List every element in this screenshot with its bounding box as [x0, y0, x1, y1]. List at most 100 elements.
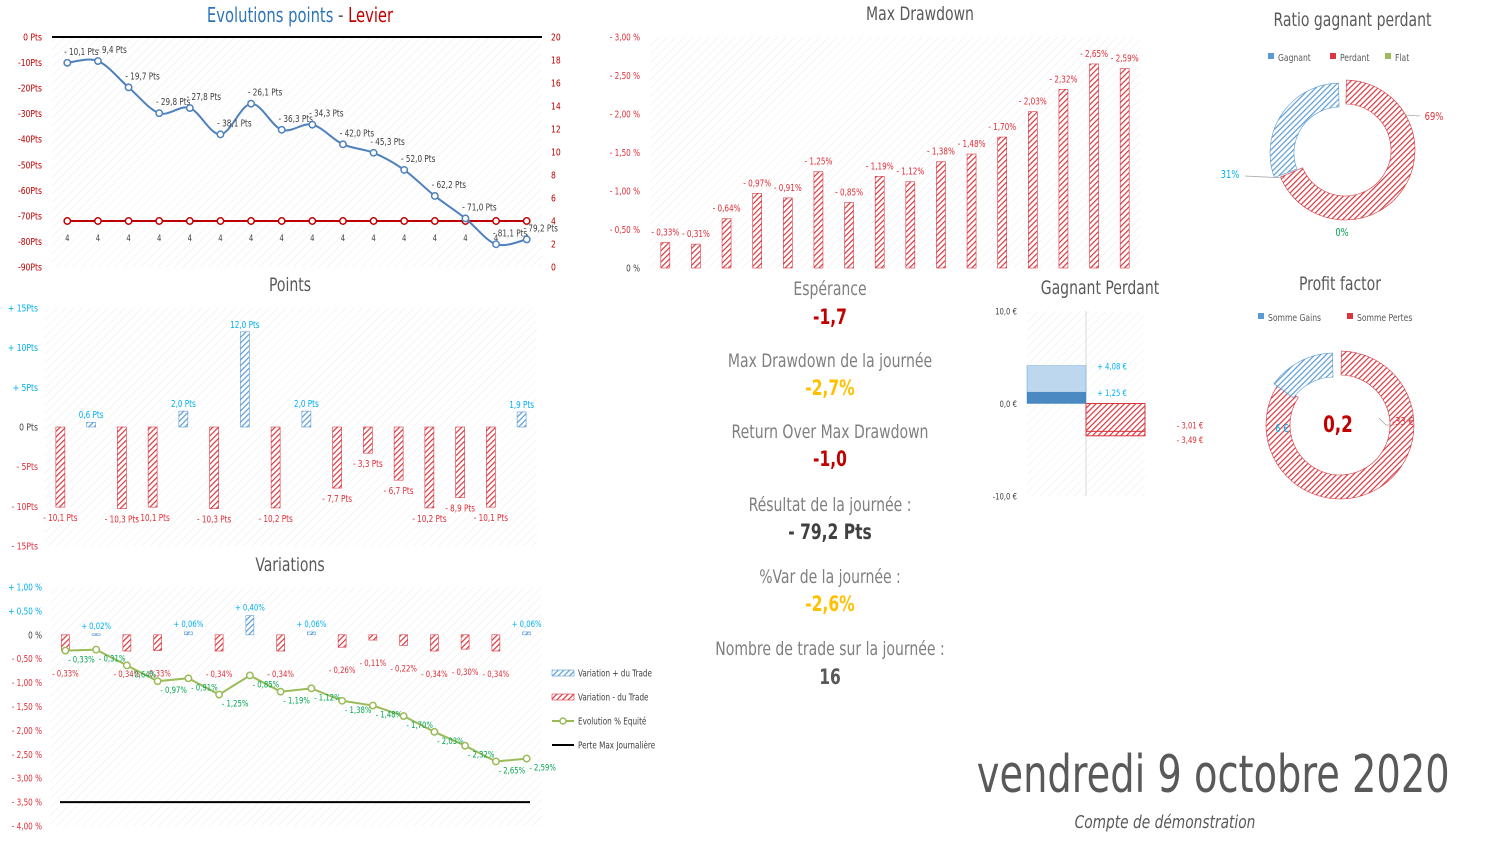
points-bar-label: - 7,7 Pts	[322, 495, 352, 506]
legend-swatch-negative	[551, 693, 575, 701]
evolution-y-tick: -70Pts	[18, 211, 42, 223]
points-bar	[55, 426, 66, 508]
equity-label: - 1,25%	[222, 698, 249, 709]
variation-bar-label: - 0,11%	[360, 657, 387, 668]
variation-bar	[460, 634, 470, 650]
variations-plot-bg	[50, 587, 542, 826]
points-evolution-point	[492, 240, 501, 249]
drawdown-bar-label: - 2,59%	[1111, 54, 1139, 65]
profit-label-pertes: -33 €	[1392, 416, 1414, 428]
drawdown-bar	[874, 176, 885, 269]
variation-bar-label: + 0,06%	[173, 618, 203, 629]
day-result-value: - 79,2 Pts	[788, 520, 872, 544]
variation-bar	[245, 615, 255, 636]
equity-label: - 0,31%	[99, 653, 126, 664]
points-y-tick: 0 Pts	[19, 422, 38, 434]
ratio-legend-label: Flat	[1395, 52, 1410, 64]
levier-label: 4	[402, 232, 407, 243]
ratio-label-perdant: 69%	[1425, 111, 1444, 123]
points-bar	[332, 426, 342, 489]
points-y-tick: + 10Pts	[8, 343, 38, 355]
equity-point	[461, 741, 470, 750]
equity-point	[61, 646, 70, 655]
drawdown-bar	[966, 153, 977, 269]
profit-legend-swatch	[1347, 313, 1353, 319]
levier-point	[63, 217, 72, 225]
equity-point	[153, 677, 162, 686]
esperance-label: Espérance	[793, 278, 867, 300]
variation-bar-label: - 0,26%	[329, 665, 356, 676]
gain-total-label: + 4,08 €	[1097, 361, 1127, 372]
equity-label: - 1,48%	[376, 709, 403, 720]
points-bar-label: 12,0 Pts	[230, 320, 259, 331]
drawdown-y-tick: - 0,50 %	[610, 225, 641, 236]
variation-bar	[337, 634, 347, 648]
equity-label: - 1,19%	[283, 695, 310, 706]
points-bar	[424, 426, 435, 509]
points-bar-label: - 10,2 Pts	[258, 514, 292, 525]
ratio-donut-chart: Gagnant Perdant Flat 31% 69% 0%	[1221, 52, 1444, 239]
max-drawdown-day-value: -2,7%	[805, 376, 855, 400]
points-bar	[455, 426, 465, 498]
points-evolution-point	[93, 57, 102, 65]
drawdown-bar	[1089, 63, 1099, 269]
points-bar-label: 2,0 Pts	[294, 400, 319, 411]
points-bar-label: - 10,1 Pts	[474, 514, 508, 525]
equity-label: - 0,91%	[191, 682, 218, 693]
legend-swatch-positive	[551, 669, 575, 677]
profit-legend-label: Somme Gains	[1268, 312, 1321, 324]
variations-y-tick: + 1,00 %	[8, 583, 42, 594]
levier-point	[93, 217, 102, 225]
drawdown-bar	[752, 193, 762, 269]
evolution-y2-tick: 16	[551, 78, 561, 90]
drawdown-bar-label: - 1,25%	[804, 157, 832, 168]
points-bar-label: 1,9 Pts	[509, 400, 534, 411]
points-evolution-point	[522, 235, 531, 244]
ratio-slice-gagnant	[1269, 82, 1340, 178]
levier-point	[400, 217, 409, 225]
drawdown-bar	[813, 171, 824, 269]
drawdown-bar	[783, 197, 793, 269]
evolution-y-tick: -10Pts	[18, 57, 42, 69]
evolution-plot-bg	[52, 37, 542, 267]
profit-slice-pertes	[1265, 350, 1415, 500]
gain-avg-bar	[1027, 391, 1086, 404]
points-y-tick: + 15Pts	[8, 303, 38, 315]
drawdown-bar-label: - 2,32%	[1049, 75, 1077, 86]
drawdown-bar	[1058, 89, 1069, 269]
trade-count-value: 16	[819, 665, 841, 689]
drawdown-bar-label: - 0,97%	[743, 179, 771, 190]
equity-point	[522, 754, 531, 763]
variation-bar	[368, 634, 378, 641]
ratio-legend-label: Perdant	[1340, 52, 1370, 64]
variations-y-tick: - 3,00 %	[12, 774, 43, 785]
evolution-y2-tick: 14	[551, 101, 561, 113]
points-evolution-label: - 10,1 Pts	[64, 47, 98, 58]
drawdown-y-tick: - 2,00 %	[610, 110, 641, 121]
equity-line	[65, 648, 527, 763]
drawdown-bar	[905, 181, 916, 269]
points-evolution-label: - 9,4 Pts	[97, 45, 127, 56]
points-evolution-label: - 26,1 Pts	[248, 88, 282, 99]
levier-point	[185, 217, 194, 225]
points-evolution-label: - 45,3 Pts	[370, 137, 404, 148]
variations-y-tick: - 2,50 %	[12, 750, 43, 761]
ratio-leader-gagnant	[1244, 175, 1286, 179]
points-evolution-label: - 62,2 Pts	[432, 180, 466, 191]
equity-label: - 2,32%	[468, 749, 495, 760]
profit-slice-gains	[1273, 352, 1334, 399]
points-evolution-point	[461, 214, 470, 223]
evolution-y-tick: -90Pts	[18, 262, 42, 274]
evolution-y2-tick: 6	[551, 193, 556, 205]
drawdown-bar-label: - 1,48%	[958, 139, 986, 150]
points-evolution-point	[277, 125, 286, 134]
points-chart: + 15Pts + 10Pts + 5Pts 0 Pts - 5Pts - 10Pts - …	[8, 303, 537, 553]
drawdown-bar	[721, 218, 732, 269]
levier-point	[124, 217, 133, 225]
ratio-legend-swatch	[1330, 53, 1336, 59]
levier-point	[308, 217, 317, 225]
levier-label: 4	[188, 232, 193, 243]
drawdown-plot-bg	[650, 37, 1140, 268]
variation-bar	[399, 634, 408, 646]
equity-point	[276, 687, 285, 696]
